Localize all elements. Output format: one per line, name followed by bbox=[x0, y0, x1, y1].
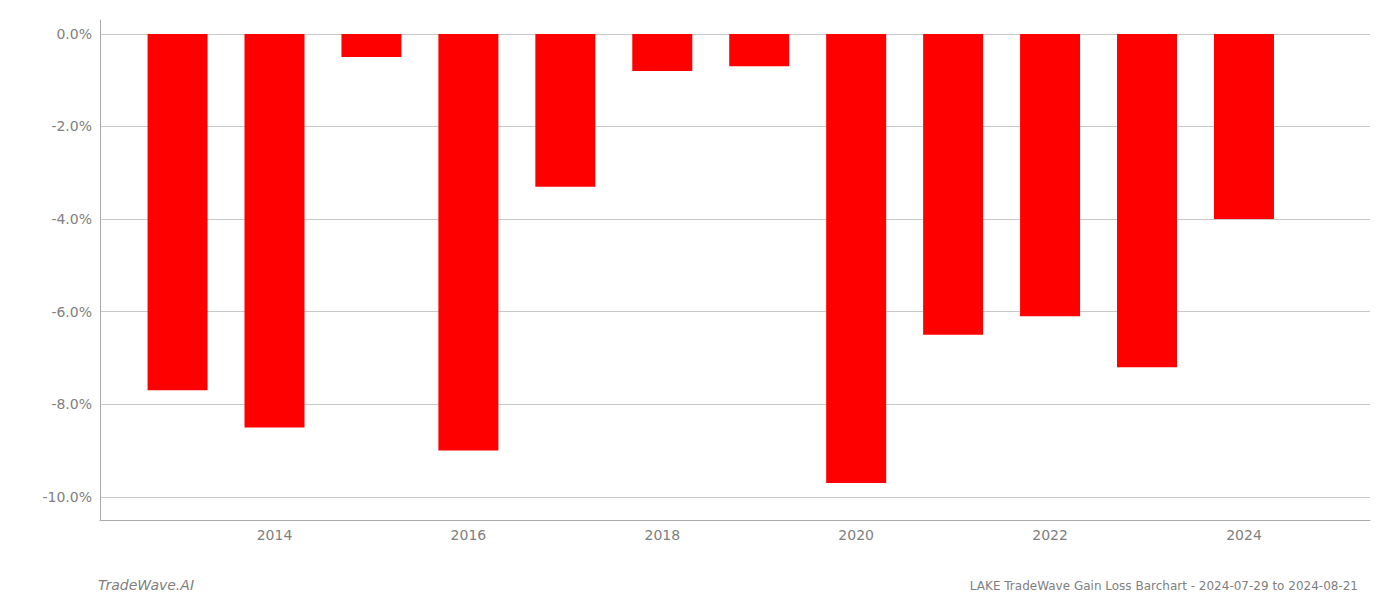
svg-text:2016: 2016 bbox=[451, 527, 487, 543]
svg-text:-4.0%: -4.0% bbox=[51, 211, 92, 227]
svg-text:2014: 2014 bbox=[257, 527, 293, 543]
svg-text:-2.0%: -2.0% bbox=[51, 118, 92, 134]
svg-text:-8.0%: -8.0% bbox=[51, 396, 92, 412]
svg-text:2024: 2024 bbox=[1226, 527, 1262, 543]
svg-text:0.0%: 0.0% bbox=[56, 26, 92, 42]
svg-text:2022: 2022 bbox=[1032, 527, 1068, 543]
svg-text:TradeWave.AI: TradeWave.AI bbox=[98, 577, 194, 593]
svg-text:LAKE TradeWave Gain Loss Barch: LAKE TradeWave Gain Loss Barchart - 2024… bbox=[970, 579, 1358, 593]
svg-text:-10.0%: -10.0% bbox=[42, 489, 92, 505]
svg-text:2020: 2020 bbox=[838, 527, 874, 543]
svg-text:2018: 2018 bbox=[644, 527, 680, 543]
svg-text:-6.0%: -6.0% bbox=[51, 304, 92, 320]
